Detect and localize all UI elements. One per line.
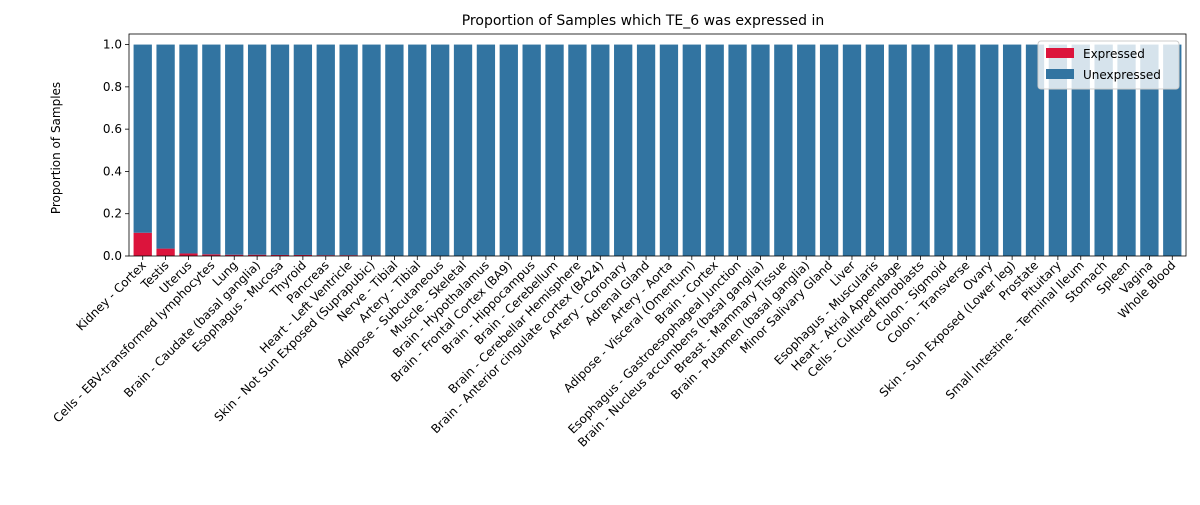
axes-group [128,33,1187,257]
y-tick-label: 0.0 [103,249,122,263]
bar-expressed [202,254,221,256]
bar-unexpressed [888,44,907,257]
bar-unexpressed [1071,44,1090,257]
bar-unexpressed [408,44,427,257]
bar-unexpressed [591,44,610,257]
y-tick-label: 1.0 [103,38,122,52]
y-tick-label: 0.2 [103,207,122,221]
y-tick-label: 0.8 [103,80,122,94]
bar-unexpressed [568,44,587,257]
bar-unexpressed [865,44,884,257]
chart-title: Proportion of Samples which TE_6 was exp… [462,13,825,29]
bar-unexpressed [499,44,518,257]
bar-unexpressed [797,44,816,257]
bar-unexpressed [133,44,152,233]
bar-unexpressed [522,44,541,257]
bar-unexpressed [1048,44,1068,257]
bars-group [133,44,1182,257]
bar-unexpressed [270,44,290,255]
y-tick-label: 0.6 [103,122,122,136]
bar-unexpressed [1025,44,1045,257]
bar-unexpressed [1002,44,1022,257]
bar-unexpressed [476,44,496,257]
bar-unexpressed [293,44,313,255]
bar-expressed [133,232,152,256]
bar-expressed [270,254,290,256]
bar-expressed [225,254,244,256]
bar-unexpressed [362,44,381,256]
bar-unexpressed [614,44,633,257]
bar-expressed [179,253,198,256]
y-tick-label: 0.4 [103,164,122,178]
bar-unexpressed [819,44,839,257]
legend: Expressed Unexpressed [1037,40,1180,90]
bar-unexpressed [659,44,679,257]
bar-unexpressed [751,44,770,257]
bar-unexpressed [1163,44,1182,257]
bar-unexpressed [980,44,999,257]
bar-unexpressed [842,44,862,257]
bar-unexpressed [682,44,701,257]
bar-expressed [316,255,335,256]
legend-entry: Expressed [1083,47,1145,61]
bar-unexpressed [385,44,404,257]
bar-expressed [293,254,313,256]
bar-unexpressed [247,44,267,255]
bar-unexpressed [636,44,656,257]
bar-unexpressed [339,44,358,256]
plot-frame [128,33,1187,257]
bar-unexpressed [1117,44,1136,257]
legend-swatch [1046,69,1074,79]
bar-unexpressed [728,44,747,257]
bar-unexpressed [316,44,335,256]
bar-expressed [156,248,175,256]
bar-expressed [247,254,267,256]
bar-unexpressed [705,44,724,257]
bar-unexpressed [1094,44,1113,257]
bar-unexpressed [431,44,450,257]
bar-unexpressed [934,44,953,257]
bar-unexpressed [225,44,244,255]
bar-unexpressed [179,44,198,254]
legend-entry: Unexpressed [1083,68,1161,82]
bar-unexpressed [156,44,175,249]
bar-unexpressed [545,44,564,257]
y-ticks-group: 0.0 0.2 0.4 0.6 0.8 1.0 [103,38,129,263]
bar-unexpressed [453,44,473,257]
bar-expressed [339,255,358,256]
bar-unexpressed [202,44,221,255]
bar-unexpressed [1140,44,1159,257]
bar-unexpressed [911,44,930,257]
bar-unexpressed [774,44,793,257]
y-axis-label: Proportion of Samples [49,82,63,214]
bar-unexpressed [957,44,976,257]
x-tick-label: Kidney - Cortex [74,258,149,333]
legend-swatch [1046,48,1074,58]
